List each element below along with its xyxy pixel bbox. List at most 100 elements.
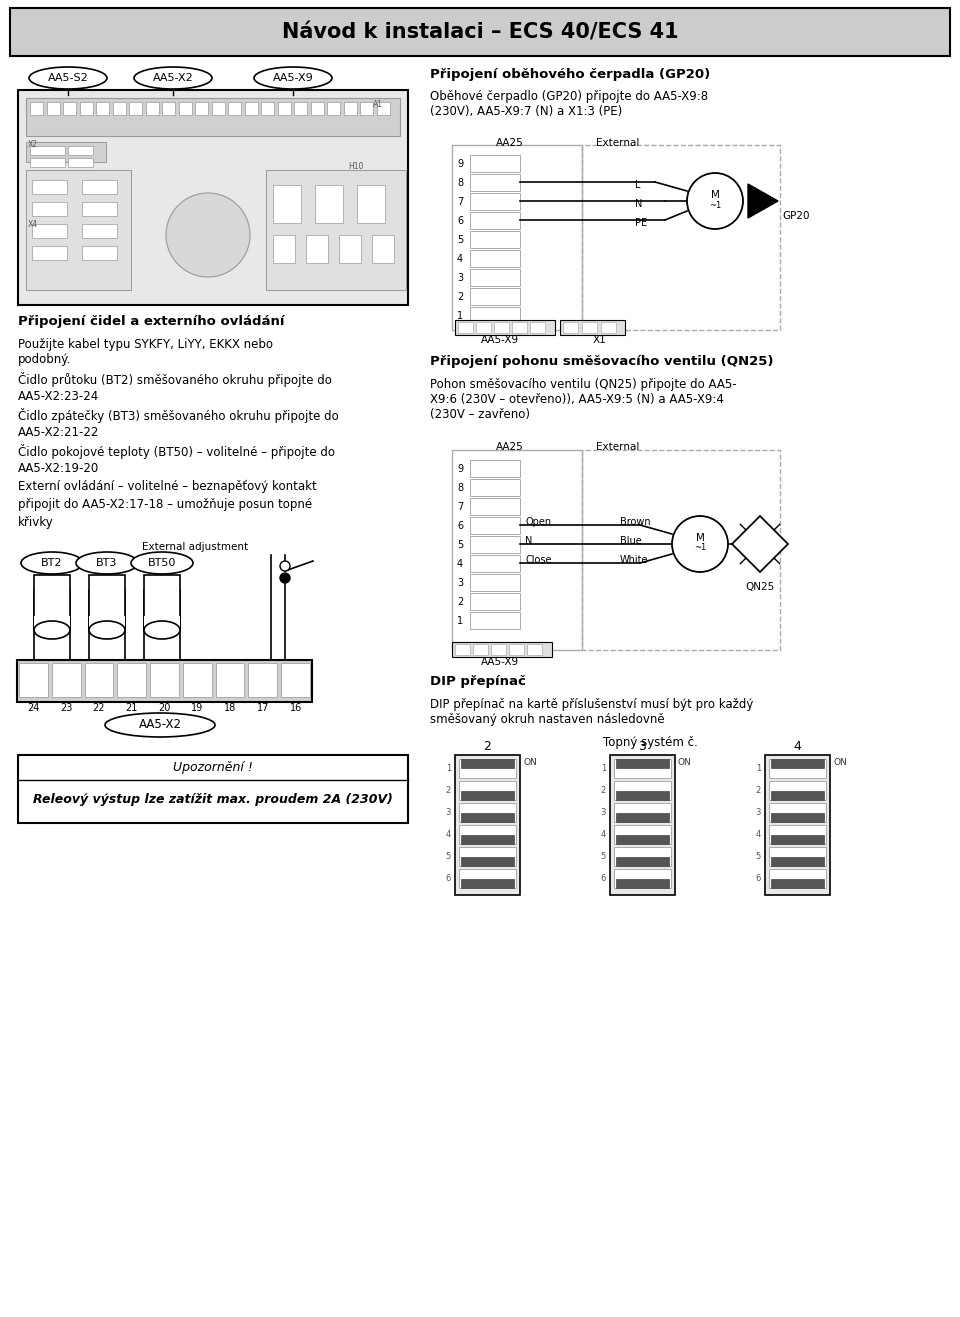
Text: AA5-S2: AA5-S2	[48, 72, 88, 83]
Text: 5: 5	[445, 852, 451, 861]
Bar	[769, 824, 826, 844]
Text: H10: H10	[348, 162, 364, 171]
Bar	[527, 644, 542, 655]
Text: 6: 6	[601, 874, 606, 882]
Bar	[30, 170, 65, 179]
Text: 20: 20	[158, 703, 171, 712]
Ellipse shape	[131, 552, 193, 574]
Text: AA5-X9: AA5-X9	[273, 72, 313, 83]
Text: External: External	[596, 138, 639, 148]
Bar	[32, 202, 67, 216]
Bar	[30, 146, 65, 155]
Bar	[82, 246, 117, 259]
Text: AA25: AA25	[496, 138, 524, 148]
Text: AA25: AA25	[496, 443, 524, 452]
Text: GP20: GP20	[782, 211, 809, 221]
Bar	[461, 857, 514, 867]
Text: AA5-X2:21-22: AA5-X2:21-22	[18, 425, 100, 439]
Bar	[30, 158, 65, 167]
Text: X4: X4	[28, 220, 38, 229]
Text: 3: 3	[756, 809, 761, 817]
Text: Pohon směšovacího ventilu (QN25) připojte do AA5-
X9:6 (230V – otevřeno)), AA5-X: Pohon směšovacího ventilu (QN25) připojt…	[430, 378, 736, 421]
Text: Releový výstup lze zatížit max. proudem 2A (230V): Releový výstup lze zatížit max. proudem …	[33, 794, 393, 806]
Bar	[771, 880, 824, 888]
Text: 6: 6	[756, 874, 761, 882]
Bar	[459, 781, 516, 799]
Text: Open: Open	[525, 518, 551, 527]
Ellipse shape	[254, 67, 332, 90]
Text: 2: 2	[457, 292, 464, 302]
Text: QN25: QN25	[745, 582, 775, 593]
Bar	[89, 576, 125, 630]
Text: ~1: ~1	[708, 200, 721, 209]
Text: 9: 9	[457, 159, 463, 169]
Bar	[616, 857, 669, 867]
Text: M: M	[696, 533, 705, 543]
Text: AA5-X2:23-24: AA5-X2:23-24	[18, 390, 99, 403]
Text: 16: 16	[290, 703, 301, 712]
Bar	[491, 644, 506, 655]
Text: Použijte kabel typu SYKFY, LiYY, EKKX nebo
podobný.: Použijte kabel typu SYKFY, LiYY, EKKX ne…	[18, 338, 273, 366]
Bar	[455, 755, 520, 896]
Bar	[470, 498, 520, 515]
Bar	[150, 662, 179, 697]
Bar	[459, 824, 516, 844]
Text: AA5-X9: AA5-X9	[481, 335, 519, 345]
Text: 6: 6	[457, 522, 463, 531]
Bar	[82, 202, 117, 216]
Text: External adjustment: External adjustment	[142, 543, 248, 552]
Text: 5: 5	[756, 852, 761, 861]
Bar	[10, 8, 950, 57]
Text: Návod k instalaci – ECS 40/ECS 41: Návod k instalaci – ECS 40/ECS 41	[281, 22, 679, 42]
Text: 4: 4	[756, 830, 761, 839]
Ellipse shape	[134, 67, 212, 90]
Bar	[18, 755, 408, 823]
Bar	[80, 101, 92, 115]
Bar	[771, 814, 824, 822]
Bar	[470, 230, 520, 248]
Ellipse shape	[34, 622, 70, 639]
Bar	[470, 269, 520, 286]
Bar	[769, 759, 826, 778]
Text: 6: 6	[445, 874, 451, 882]
Ellipse shape	[76, 552, 138, 574]
Bar	[112, 101, 126, 115]
Bar	[616, 835, 669, 844]
Bar	[306, 234, 328, 263]
Text: DIP přepínač na kartě příslušenství musí být pro každý
směšovaný okruh nastaven : DIP přepínač na kartě příslušenství musí…	[430, 698, 754, 726]
Bar	[771, 835, 824, 844]
Text: 8: 8	[457, 178, 463, 188]
Bar	[601, 321, 616, 333]
Bar	[266, 170, 406, 290]
Bar	[470, 460, 520, 477]
Bar	[183, 662, 211, 697]
Circle shape	[672, 516, 728, 572]
Bar	[470, 536, 520, 553]
Bar	[470, 288, 520, 306]
Ellipse shape	[144, 622, 180, 639]
Bar	[461, 759, 514, 768]
Text: 3: 3	[445, 809, 451, 817]
Text: ~1: ~1	[694, 544, 707, 553]
Bar	[461, 814, 514, 822]
Bar	[376, 101, 390, 115]
Bar	[459, 759, 516, 778]
Bar	[89, 616, 125, 630]
Text: ON: ON	[523, 759, 537, 766]
Text: 5: 5	[601, 852, 606, 861]
Bar	[563, 321, 578, 333]
Bar	[144, 616, 180, 630]
Text: DIP přepínač: DIP přepínač	[430, 676, 526, 687]
Text: N: N	[525, 536, 533, 547]
Bar	[771, 759, 824, 768]
Bar	[18, 90, 408, 306]
Bar	[582, 321, 597, 333]
Bar	[765, 755, 830, 896]
Bar	[455, 320, 555, 335]
Bar	[616, 814, 669, 822]
Bar	[96, 101, 109, 115]
Text: Topný systém č.: Topný systém č.	[603, 736, 697, 749]
Text: 4: 4	[457, 254, 463, 263]
Text: Připojení čidel a externího ovládání: Připojení čidel a externího ovládání	[18, 315, 284, 328]
Bar	[344, 101, 356, 115]
